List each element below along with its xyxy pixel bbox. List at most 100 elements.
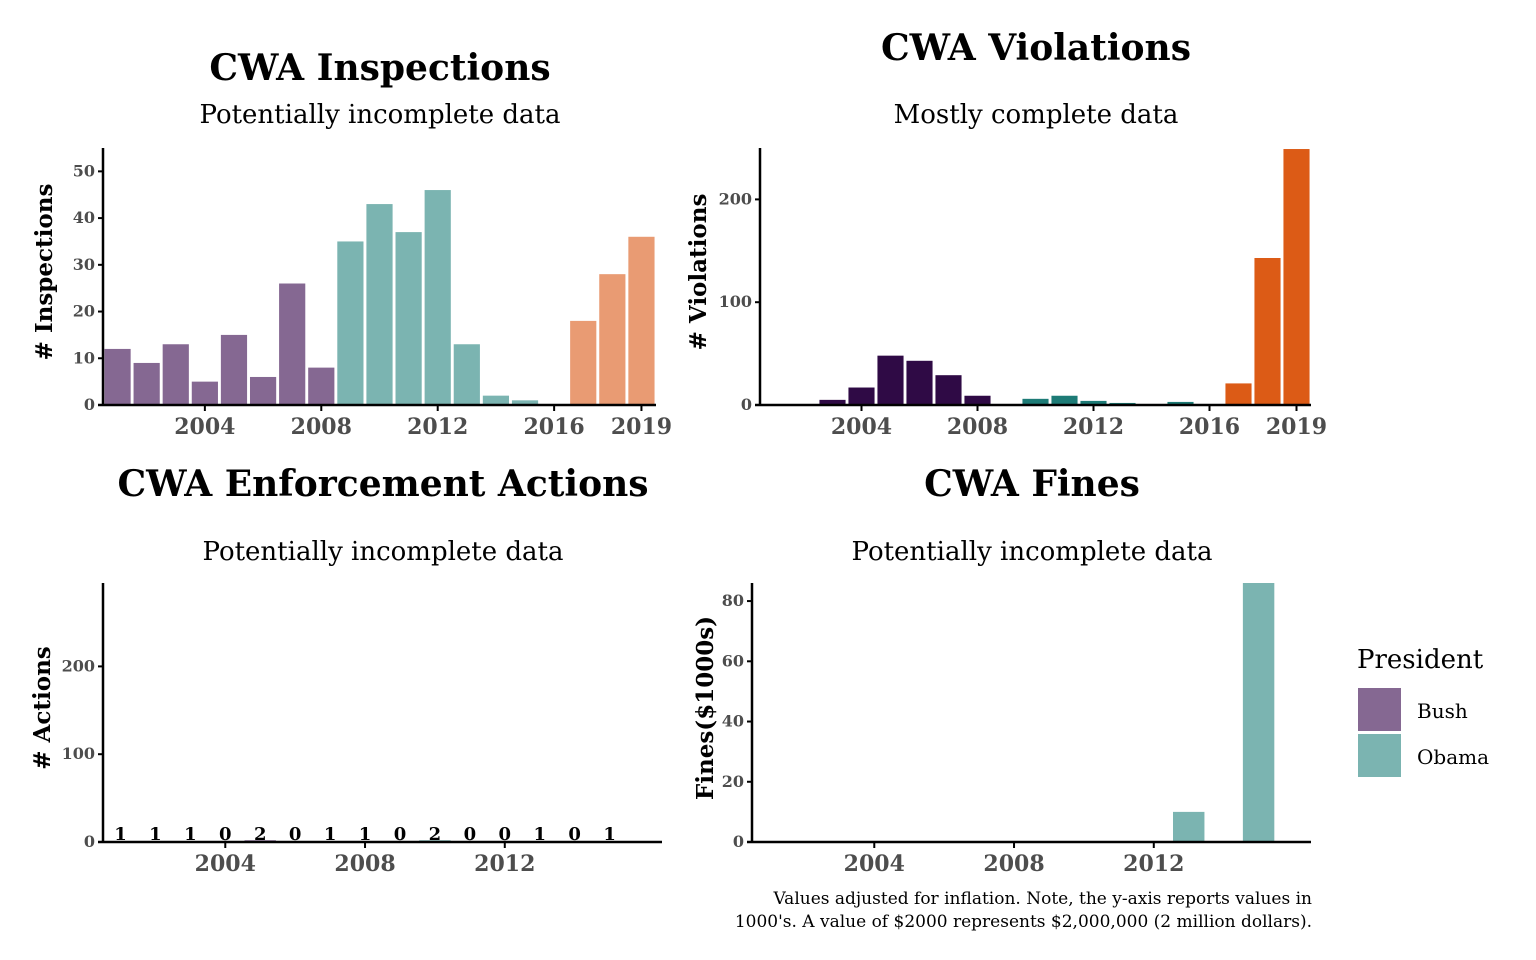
panels: CWA Inspections Potentially incomplete da… xyxy=(29,27,1327,877)
fines-y-tick-label: 80 xyxy=(722,591,744,610)
actions-data-label: 1 xyxy=(149,824,162,845)
inspections-bar xyxy=(511,400,539,405)
actions-data-label: 1 xyxy=(184,824,197,845)
inspections-y-tick-label: 20 xyxy=(73,302,95,321)
inspections-x-tick-label: 2004 xyxy=(174,414,235,440)
inspections-panel: CWA Inspections Potentially incomplete da… xyxy=(31,47,672,440)
legend-title: President xyxy=(1357,645,1484,675)
fines-bar xyxy=(1242,583,1275,842)
violations-x-tick-label: 2008 xyxy=(947,414,1008,440)
actions-data-label: 0 xyxy=(499,824,512,845)
actions-y-tick-label: 100 xyxy=(62,744,95,763)
inspections-bar xyxy=(220,334,248,405)
inspections-bar xyxy=(104,348,131,405)
violations-bar xyxy=(935,375,962,405)
fines-panel: CWA Fines Potentially incomplete data Fine… xyxy=(692,463,1311,877)
fines-title: CWA Fines xyxy=(924,463,1140,505)
violations-bar xyxy=(906,360,933,405)
inspections-y-tick-label: 40 xyxy=(73,208,95,227)
violations-bar xyxy=(848,387,875,405)
inspections-bar xyxy=(570,320,597,405)
legend: President Bush Obama xyxy=(1357,645,1489,777)
actions-data-label: 1 xyxy=(603,824,616,845)
inspections-bar xyxy=(191,381,218,405)
violations-x-tick-label: 2016 xyxy=(1179,414,1240,440)
caption: Values adjusted for inflation. Note, the… xyxy=(735,889,1312,932)
violations-y-tick-label: 0 xyxy=(741,395,752,414)
fines-y-tick-label: 60 xyxy=(722,651,744,670)
fines-y-tick-label: 40 xyxy=(722,712,744,731)
inspections-bars xyxy=(104,190,655,405)
violations-x-tick-label: 2004 xyxy=(831,414,892,440)
actions-subtitle: Potentially incomplete data xyxy=(203,537,564,567)
actions-data-label: 0 xyxy=(464,824,477,845)
violations-bar xyxy=(1225,383,1252,405)
legend-label-bush: Bush xyxy=(1417,699,1468,723)
fines-x-tick-label: 2008 xyxy=(983,851,1044,877)
actions-title: CWA Enforcement Actions xyxy=(117,463,648,505)
actions-data-label: 2 xyxy=(254,824,267,845)
violations-x-tick-label: 2012 xyxy=(1063,414,1124,440)
violations-bars xyxy=(819,149,1310,405)
inspections-bar xyxy=(279,283,306,405)
violations-title: CWA Violations xyxy=(881,27,1191,69)
actions-data-label: 1 xyxy=(359,824,372,845)
fines-x-tick-label: 2004 xyxy=(844,851,905,877)
inspections-bar xyxy=(366,204,393,405)
violations-x-tick-label: 2019 xyxy=(1266,414,1327,440)
violations-bar xyxy=(964,395,991,405)
inspections-ylabel: # Inspections xyxy=(31,184,58,361)
actions-x-tick-label: 2004 xyxy=(195,851,256,877)
actions-data-label: 1 xyxy=(324,824,337,845)
actions-panel: CWA Enforcement Actions Potentially incom… xyxy=(29,463,662,877)
inspections-y-tick-label: 30 xyxy=(73,255,95,274)
fines-x-tick-label: 2012 xyxy=(1123,851,1184,877)
violations-bar xyxy=(1254,257,1281,405)
violations-ylabel: # Violations xyxy=(685,194,712,351)
inspections-x-tick-label: 2012 xyxy=(407,414,468,440)
violations-y-tick-label: 200 xyxy=(719,189,752,208)
violations-bar xyxy=(1167,401,1194,405)
fines-bars xyxy=(1172,583,1275,842)
inspections-bar xyxy=(395,232,422,405)
legend-label-obama: Obama xyxy=(1417,745,1489,769)
inspections-y-tick-label: 50 xyxy=(73,161,95,180)
inspections-x-tick-label: 2008 xyxy=(291,414,352,440)
actions-data-label: 0 xyxy=(394,824,407,845)
legend-swatch-obama xyxy=(1358,734,1401,777)
actions-data-label: 0 xyxy=(219,824,232,845)
fines-ylabel: Fines($1000s) xyxy=(692,616,719,800)
inspections-bar xyxy=(599,274,626,405)
inspections-bar xyxy=(424,190,451,405)
legend-swatch-bush xyxy=(1358,688,1401,731)
inspections-bar xyxy=(162,344,189,405)
inspections-bar xyxy=(453,344,480,405)
actions-x-tick-label: 2012 xyxy=(474,851,535,877)
violations-panel: CWA Violations Mostly complete data # Viol… xyxy=(685,27,1327,440)
actions-data-label: 0 xyxy=(568,824,581,845)
inspections-bar xyxy=(249,376,277,405)
actions-ylabel: # Actions xyxy=(29,646,56,770)
inspections-bar xyxy=(628,236,655,405)
inspections-y-tick-label: 10 xyxy=(73,348,95,367)
caption-line-1: Values adjusted for inflation. Note, the… xyxy=(772,889,1312,909)
actions-y-tick-label: 200 xyxy=(62,656,95,675)
fines-y-tick-label: 20 xyxy=(722,772,744,791)
violations-bar xyxy=(1022,398,1049,405)
inspections-bar xyxy=(308,367,335,405)
inspections-x-tick-label: 2016 xyxy=(524,414,585,440)
inspections-bar xyxy=(337,241,364,405)
actions-data-label: 0 xyxy=(289,824,302,845)
violations-bar xyxy=(819,399,846,405)
inspections-title: CWA Inspections xyxy=(209,47,550,89)
violations-subtitle: Mostly complete data xyxy=(894,100,1179,130)
violations-bar xyxy=(1080,400,1107,405)
fines-y-tick-label: 0 xyxy=(733,832,744,851)
actions-data-label: 2 xyxy=(429,824,442,845)
inspections-y-tick-label: 0 xyxy=(84,395,95,414)
violations-y-tick-label: 100 xyxy=(719,292,752,311)
violations-bar xyxy=(1283,149,1310,405)
fines-subtitle: Potentially incomplete data xyxy=(852,537,1213,567)
